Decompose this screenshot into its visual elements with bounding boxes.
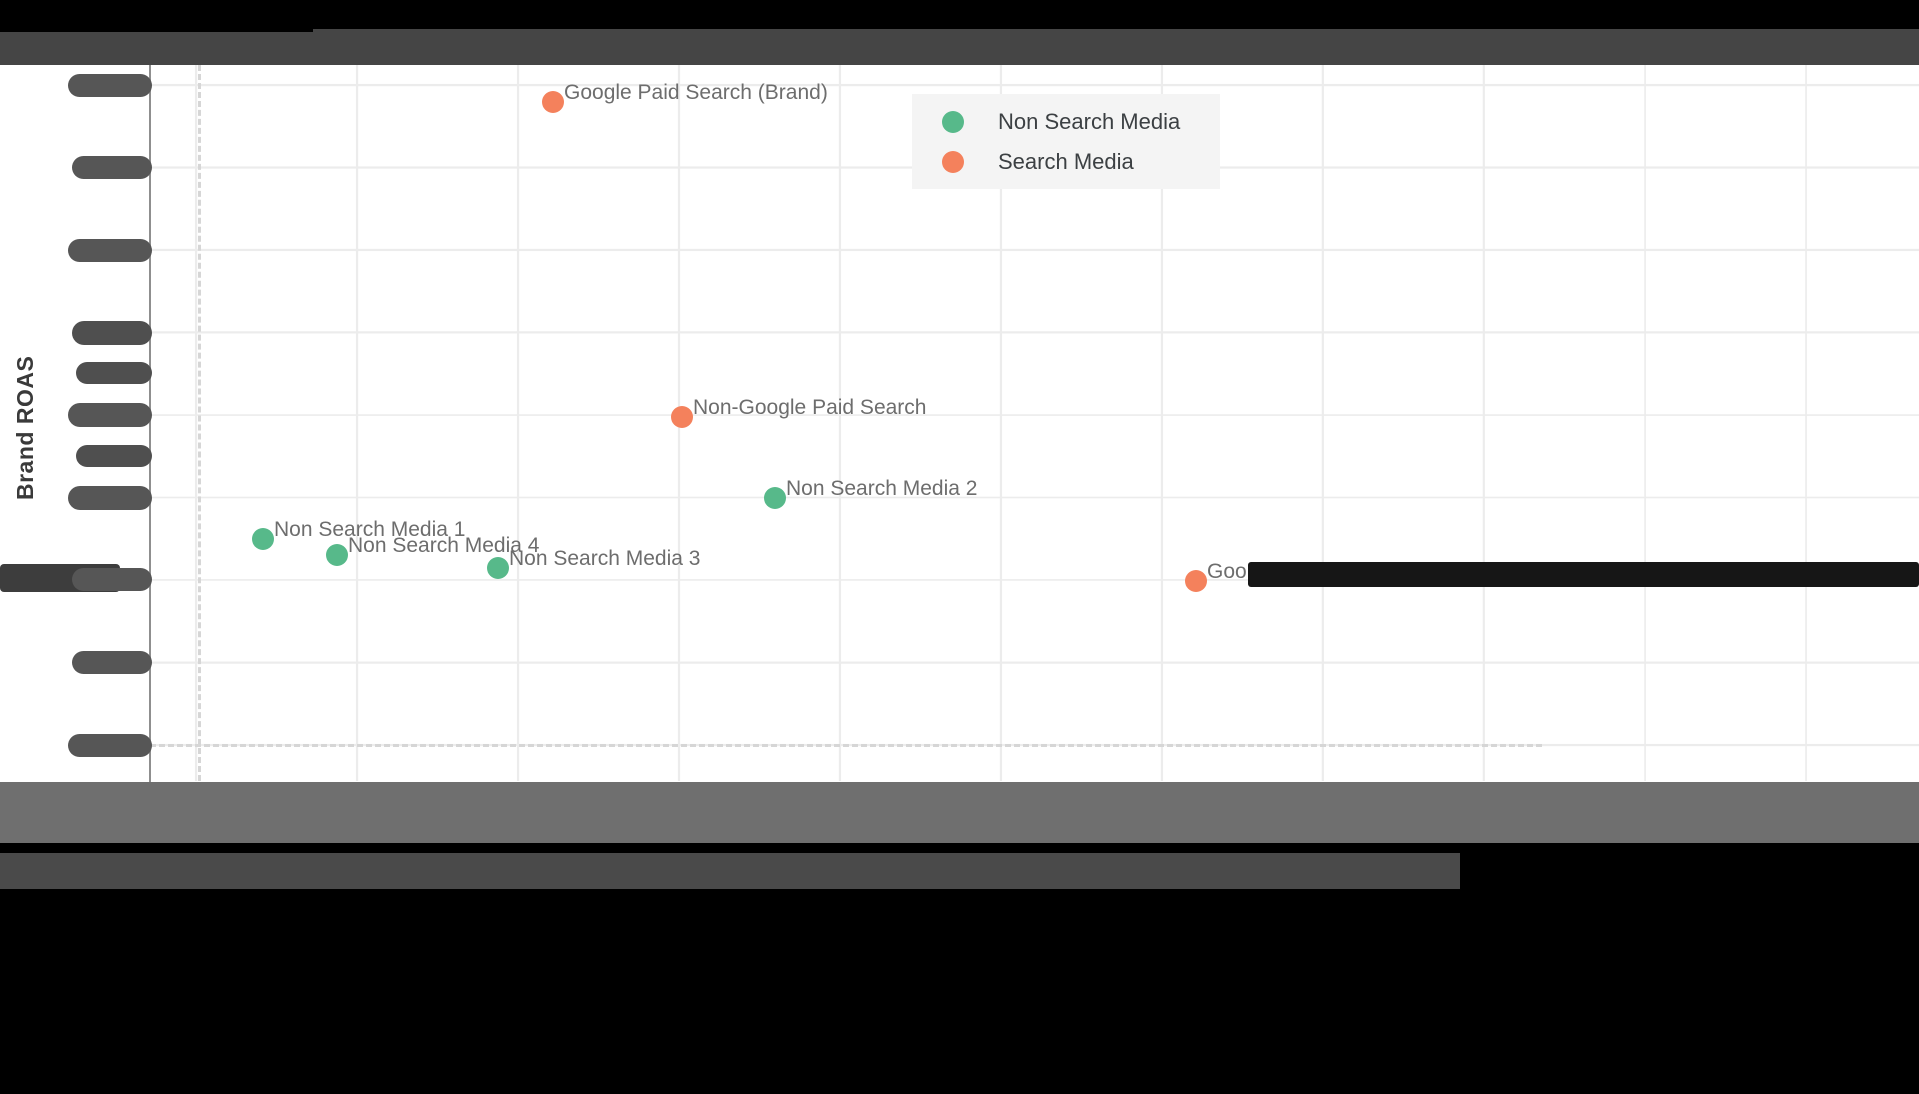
- legend-item-search-media[interactable]: Search Media: [942, 149, 1220, 175]
- y-tick-redaction: [68, 403, 152, 427]
- legend-swatch-icon: [942, 110, 964, 133]
- y-axis-line: [149, 65, 151, 782]
- scatter-point[interactable]: [764, 487, 786, 509]
- point-label: Non Search Media 3: [509, 547, 701, 570]
- point-label: Non Search Media 1: [274, 518, 466, 541]
- horizontal-reference-line: [150, 744, 1542, 747]
- y-tick-redaction: [68, 734, 152, 757]
- point-label: Non Search Media 4: [348, 534, 540, 557]
- scatter-point[interactable]: [671, 406, 693, 428]
- y-tick-redaction: [68, 74, 152, 97]
- point-label: Non Search Media 2: [786, 477, 978, 500]
- chart-legend: Non Search Media Search Media: [912, 94, 1220, 189]
- y-tick-redaction: [72, 651, 152, 674]
- point-label: Goo: [1207, 560, 1247, 583]
- y-tick-redaction: [68, 239, 152, 262]
- top-black-band: [0, 0, 1919, 29]
- point-label: Non-Google Paid Search: [693, 396, 927, 419]
- top-left-black-block: [0, 0, 313, 32]
- x-tick-redaction-band: [0, 782, 1919, 843]
- point-label-redaction: [1248, 562, 1919, 587]
- scatter-point[interactable]: [542, 91, 564, 113]
- y-tick-redaction: [72, 568, 152, 591]
- legend-item-label: Non Search Media: [998, 108, 1181, 134]
- y-tick-redaction: [76, 362, 152, 384]
- y-tick-redaction: [68, 486, 152, 510]
- y-tick-redaction: [76, 445, 152, 467]
- y-tick-redaction: [72, 321, 152, 345]
- y-axis-title: Brand ROAS: [12, 355, 38, 501]
- legend-item-label: Search Media: [998, 148, 1134, 174]
- vertical-reference-line: [198, 65, 201, 781]
- point-label: Google Paid Search (Brand): [564, 81, 828, 104]
- legend-item-non-search-media[interactable]: Non Search Media: [942, 109, 1220, 135]
- scatter-point[interactable]: [487, 557, 509, 579]
- y-tick-redaction: [72, 156, 152, 179]
- scatter-point[interactable]: [252, 528, 274, 550]
- x-axis-title-redaction: [0, 853, 1460, 889]
- scatter-point[interactable]: [326, 544, 348, 566]
- scatter-point[interactable]: [1185, 570, 1207, 592]
- legend-swatch-icon: [942, 150, 964, 173]
- top-gray-band: [0, 29, 1919, 65]
